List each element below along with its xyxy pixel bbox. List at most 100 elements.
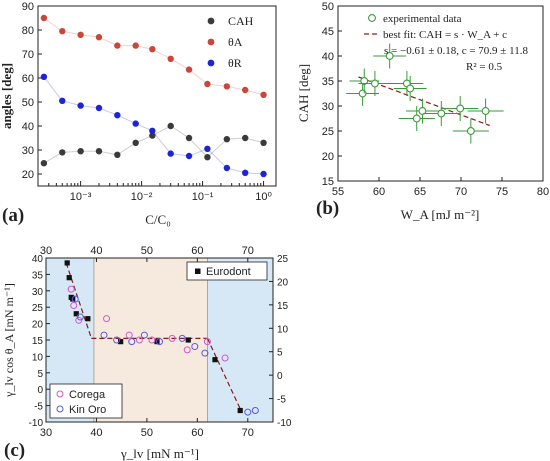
panel-a-point-a	[223, 83, 231, 90]
panel-c-point-corega	[67, 285, 75, 293]
panel-b-xlabel: W_A [mJ m⁻²]	[401, 207, 480, 222]
panel-c-ytick-label: 10	[32, 352, 44, 363]
panel-a-point-a	[241, 86, 249, 94]
panel-a-ytick-label: 30	[22, 145, 34, 157]
panel-c-point-eurodont	[118, 339, 124, 345]
panel-c-point-corega	[135, 336, 143, 344]
panel-b-point	[385, 52, 394, 60]
panel-a-point-r	[223, 164, 231, 172]
panel-b-ytick-label: 35	[322, 76, 334, 88]
panel-b-ytick-label: 15	[322, 176, 334, 188]
panel-b-xtick-label: 75	[496, 186, 508, 198]
panel-c-y2tick-label: -5	[277, 395, 286, 406]
panel-a-legend-marker	[207, 17, 215, 25]
panel-c-ylabel: γ_lv cos θ_A [mN m⁻¹]	[2, 283, 16, 398]
panel-c-legend-label-corega: Corega	[69, 389, 106, 401]
panel-a-point-cah	[149, 132, 156, 139]
panel-b-point	[358, 89, 367, 98]
panel-c-legend-marker-eurodont	[195, 268, 201, 274]
panel-c-ytick-label: -10	[29, 418, 44, 429]
panel-c-top-xtick-label: 70	[242, 245, 254, 257]
panel-c-point-corega	[75, 316, 83, 324]
panel-a-point-cah	[241, 134, 249, 142]
panel-c-y2tick-label: 25	[277, 254, 289, 265]
panel-c-point-kin-oro	[178, 334, 186, 342]
panel-b-legend-label-fit: best fit: CAH = s · W_A + c	[383, 29, 507, 41]
panel-a-legend-marker	[207, 38, 215, 46]
panel-b-fit-line	[358, 76, 490, 127]
panel-a-point-a	[149, 46, 156, 53]
panel-b-xtick-label: 55	[332, 186, 344, 198]
panel-c-fit-segment	[206, 338, 241, 410]
panel-c-ytick-label: 5	[37, 369, 43, 380]
panel-a-point-a	[59, 28, 66, 35]
panel-a-ylabel: angles [deg]	[0, 63, 14, 129]
panel-a-point-r	[40, 73, 48, 81]
panel-c-point-kin-oro	[71, 295, 79, 303]
panel-a-point-r	[59, 97, 66, 105]
panel-b-point	[412, 114, 421, 123]
panel-b-point	[418, 107, 427, 115]
panel-c-ytick-label: 40	[32, 254, 44, 265]
panel-a-ytick-label: 80	[22, 25, 34, 37]
panel-c-y2tick-label: 5	[277, 348, 283, 359]
panel-b-ylabel: CAH [deg]	[296, 64, 311, 122]
panel-a-point-a	[260, 91, 267, 99]
panel-c-point-eurodont	[85, 316, 91, 322]
panel-c-legend-marker-kinoro	[56, 405, 64, 413]
panel-a-point-cah	[204, 154, 211, 161]
panel-a-legend-label: θR	[228, 56, 242, 70]
panel-a-xtick-label: 10⁻²	[131, 191, 153, 203]
panel-c-ytick-label: 35	[32, 270, 44, 281]
panel-a-point-cah	[77, 148, 84, 155]
panel-b-fit-r2: R² = 0.5	[466, 61, 503, 73]
panel-c-legend-label-kinoro: Kin Oro	[69, 404, 106, 416]
panel-a-point-r	[114, 112, 121, 119]
panel-c-region-2	[207, 258, 273, 422]
panel-c-point-kin-oro	[156, 338, 163, 346]
panel-c-point-eurodont	[185, 337, 191, 343]
panel-a-point-cah	[40, 160, 48, 167]
panel-a-point-r	[77, 102, 84, 109]
panel-c-point-kin-oro	[244, 408, 252, 416]
panel-c-point-corega	[70, 302, 78, 310]
panel-a-point-r	[241, 169, 249, 176]
panel-a-ytick-label: 40	[22, 121, 34, 133]
panel-c-legend-box-dentures	[49, 383, 123, 419]
panel-b-legend-marker-data	[368, 14, 376, 22]
panel-c-top-xtick-label: 40	[90, 245, 102, 257]
panel-c-point-corega	[125, 331, 133, 339]
panel-c-ytick-label: 25	[32, 303, 44, 314]
panel-c-point-kin-oro	[140, 331, 148, 339]
panel-a-point-cah	[59, 149, 66, 156]
panel-a-point-a	[77, 31, 84, 38]
panel-c-point-eurodont	[237, 407, 243, 414]
panel-a-point-a	[95, 34, 103, 41]
panel-a-xlabel: C/C₀	[145, 212, 171, 227]
panel-a-ytick-label: 20	[22, 169, 34, 181]
panel-a-ytick-label: 50	[22, 97, 34, 109]
panel-a-point-a	[40, 14, 48, 22]
panel-c-point-corega	[183, 346, 191, 354]
panel-c-ytick-label: -5	[34, 402, 43, 413]
panel-b-ytick-label: 30	[322, 101, 334, 113]
panel-a-point-r	[149, 127, 156, 134]
panel-a-point-a	[185, 66, 193, 73]
panel-c-point-kin-oro	[100, 331, 108, 339]
panel-c-point-kin-oro	[76, 313, 84, 321]
panel-b-ytick-label: 20	[322, 151, 334, 163]
panel-a-legend: CAH θA θR	[207, 14, 254, 70]
panel-a-point-cah	[185, 134, 193, 142]
panel-a-legend-marker	[207, 59, 215, 67]
panel-b-point	[437, 109, 446, 118]
panel-c-xtick-label: 70	[242, 427, 254, 439]
panel-b-ytick-label: 45	[322, 26, 334, 38]
panel-a-point-a	[114, 42, 121, 49]
panel-c-y2tick-label: 10	[277, 324, 289, 335]
panel-c-y2tick-label: 20	[277, 277, 289, 288]
panel-c-xtick-label: 60	[191, 427, 203, 439]
panel-c-point-eurodont	[64, 260, 70, 266]
panel-a-point-cah	[223, 136, 231, 143]
